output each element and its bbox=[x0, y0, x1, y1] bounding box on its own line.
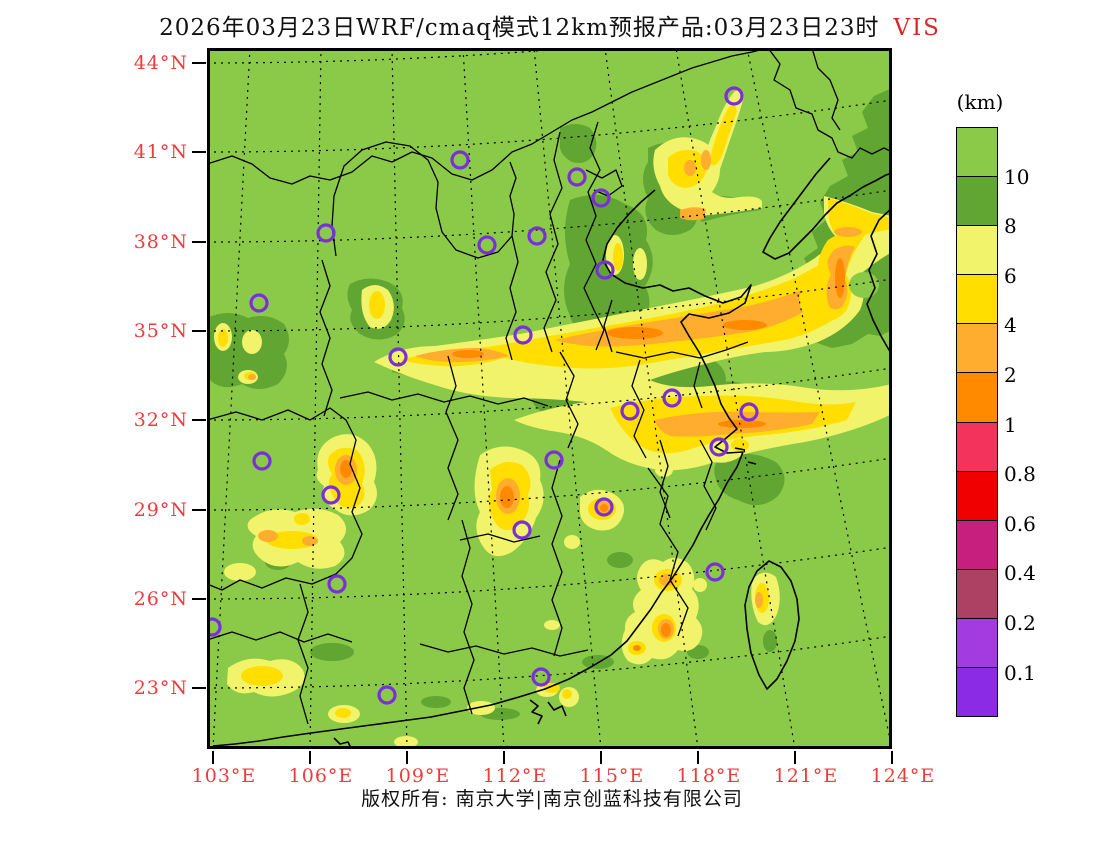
lon-label-115e: 115°E bbox=[579, 765, 645, 787]
legend-label-0-2: 0.2 bbox=[1004, 611, 1036, 635]
legend-unit: (km) bbox=[956, 90, 1004, 114]
lat-tick bbox=[192, 151, 206, 153]
lat-tick bbox=[192, 62, 206, 64]
legend-label-2: 2 bbox=[1004, 363, 1017, 387]
city-marker bbox=[531, 667, 551, 687]
lon-label-121e: 121°E bbox=[773, 765, 839, 787]
lat-tick bbox=[192, 241, 206, 243]
lat-tick bbox=[192, 509, 206, 511]
legend-swatch bbox=[957, 177, 997, 227]
legend-label-0-8: 0.8 bbox=[1004, 462, 1036, 486]
city-marker bbox=[709, 437, 729, 457]
copyright-text: 版权所有: 南京大学|南京创蓝科技有限公司 bbox=[361, 788, 743, 810]
legend-swatch bbox=[957, 668, 997, 717]
city-marker bbox=[544, 450, 564, 470]
coastline bbox=[212, 157, 892, 749]
city-marker bbox=[512, 520, 532, 540]
lon-label-103e: 103°E bbox=[191, 765, 257, 787]
legend-swatch bbox=[957, 373, 997, 423]
city-marker bbox=[662, 388, 682, 408]
city-marker bbox=[316, 223, 336, 243]
legend-swatch bbox=[957, 422, 997, 472]
lon-tick bbox=[309, 751, 311, 764]
lon-tick bbox=[406, 751, 408, 764]
legend-swatch bbox=[957, 618, 997, 669]
lat-label-38n: 38°N bbox=[133, 231, 188, 253]
city-marker bbox=[249, 293, 269, 313]
page-title: 2026年03月23日WRF/cmaq模式12km预报产品:03月23日23时 V… bbox=[0, 8, 1100, 42]
city-marker bbox=[594, 497, 614, 517]
city-marker bbox=[252, 451, 272, 471]
lat-label-44n: 44°N bbox=[133, 52, 188, 74]
lon-label-124e: 124°E bbox=[870, 765, 936, 787]
legend-swatch bbox=[957, 520, 997, 570]
lon-tick bbox=[212, 751, 214, 764]
city-marker bbox=[207, 617, 222, 637]
lon-tick bbox=[891, 751, 893, 764]
city-marker bbox=[739, 402, 759, 422]
lat-tick bbox=[192, 330, 206, 332]
city-marker bbox=[321, 485, 341, 505]
legend-swatch bbox=[957, 128, 997, 178]
title-text: 2026年03月23日WRF/cmaq模式12km预报产品:03月23日23时 bbox=[159, 15, 880, 41]
legend-swatch bbox=[957, 569, 997, 619]
lat-label-32n: 32°N bbox=[133, 409, 188, 431]
city-marker bbox=[591, 188, 611, 208]
map-frame bbox=[207, 48, 892, 749]
city-marker bbox=[450, 150, 470, 170]
province-borders bbox=[207, 48, 892, 725]
lon-tick bbox=[503, 751, 505, 764]
lat-tick bbox=[192, 419, 206, 421]
legend-label-0-6: 0.6 bbox=[1004, 512, 1036, 536]
legend-label-0-1: 0.1 bbox=[1004, 661, 1036, 685]
legend-colorbar bbox=[956, 127, 998, 718]
city-marker bbox=[388, 347, 408, 367]
lat-label-41n: 41°N bbox=[133, 141, 188, 163]
lon-tick bbox=[794, 751, 796, 764]
legend-swatch bbox=[957, 275, 997, 325]
lon-label-112e: 112°E bbox=[482, 765, 548, 787]
city-marker bbox=[327, 574, 347, 594]
legend-label-4: 4 bbox=[1004, 313, 1017, 337]
lat-label-35n: 35°N bbox=[133, 320, 188, 342]
lat-label-23n: 23°N bbox=[133, 677, 188, 699]
lon-tick bbox=[600, 751, 602, 764]
lat-tick bbox=[192, 598, 206, 600]
city-marker bbox=[595, 260, 615, 280]
city-markers bbox=[207, 86, 759, 705]
lon-label-106e: 106°E bbox=[288, 765, 354, 787]
city-marker bbox=[724, 86, 744, 106]
lon-label-109e: 109°E bbox=[385, 765, 451, 787]
city-marker bbox=[527, 226, 547, 246]
legend-swatch bbox=[957, 226, 997, 276]
legend-label-0-4: 0.4 bbox=[1004, 561, 1036, 585]
lon-tick bbox=[697, 751, 699, 764]
legend-label-8: 8 bbox=[1004, 214, 1017, 238]
lat-label-29n: 29°N bbox=[133, 499, 188, 521]
city-marker bbox=[377, 685, 397, 705]
lat-tick bbox=[192, 687, 206, 689]
city-marker bbox=[477, 235, 497, 255]
visibility-field-1-2km bbox=[340, 258, 845, 651]
legend-label-1: 1 bbox=[1004, 413, 1017, 437]
city-marker bbox=[567, 167, 587, 187]
city-marker bbox=[705, 562, 725, 582]
forecast-map bbox=[207, 48, 892, 749]
legend-swatch bbox=[957, 324, 997, 374]
lon-label-118e: 118°E bbox=[676, 765, 742, 787]
city-marker bbox=[513, 325, 533, 345]
legend-swatch bbox=[957, 471, 997, 521]
legend-label-10: 10 bbox=[1004, 165, 1030, 189]
title-variable: VIS bbox=[893, 15, 941, 41]
legend-label-6: 6 bbox=[1004, 264, 1017, 288]
city-marker bbox=[620, 401, 640, 421]
lat-label-26n: 26°N bbox=[133, 588, 188, 610]
